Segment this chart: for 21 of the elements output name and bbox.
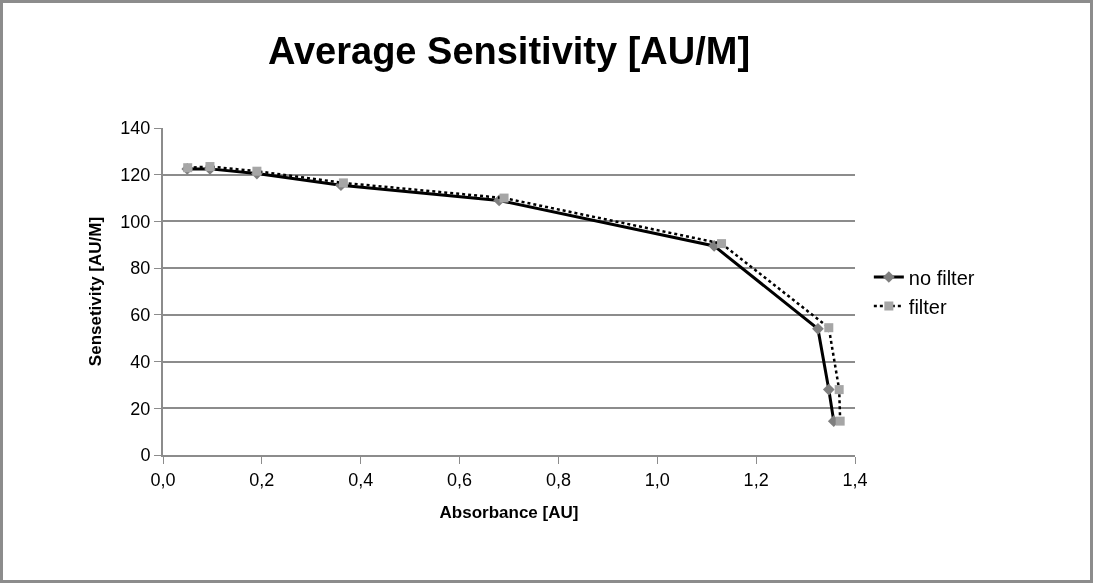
y-tick-label: 140 bbox=[120, 118, 151, 139]
x-tick-label: 1,2 bbox=[743, 469, 769, 490]
x-tick-label: 0,8 bbox=[545, 469, 571, 490]
x-tick-label: 0,0 bbox=[150, 469, 176, 490]
x-tick-label: 1,0 bbox=[644, 469, 670, 490]
x-tick-label: 1,4 bbox=[842, 469, 868, 490]
y-tick-label: 0 bbox=[140, 445, 151, 466]
y-tick-label: 20 bbox=[130, 398, 151, 419]
x-axis-title: Absorbance [AU] bbox=[439, 503, 579, 523]
y-axis-title: Sensetivity [AU/M] bbox=[86, 216, 106, 367]
chart-title: Average Sensitivity [AU/M] bbox=[267, 30, 751, 73]
legend-label: filter bbox=[908, 295, 947, 318]
x-tick-label: 0,2 bbox=[249, 469, 275, 490]
legend-label: no filter bbox=[908, 266, 975, 289]
x-tick-label: 0,4 bbox=[348, 469, 374, 490]
y-tick-label: 40 bbox=[130, 351, 151, 372]
y-tick-label: 100 bbox=[120, 211, 151, 232]
y-tick-label: 80 bbox=[130, 258, 151, 279]
y-tick-label: 120 bbox=[120, 165, 151, 186]
x-tick-label: 0,6 bbox=[447, 469, 473, 490]
y-tick-label: 60 bbox=[130, 305, 151, 326]
